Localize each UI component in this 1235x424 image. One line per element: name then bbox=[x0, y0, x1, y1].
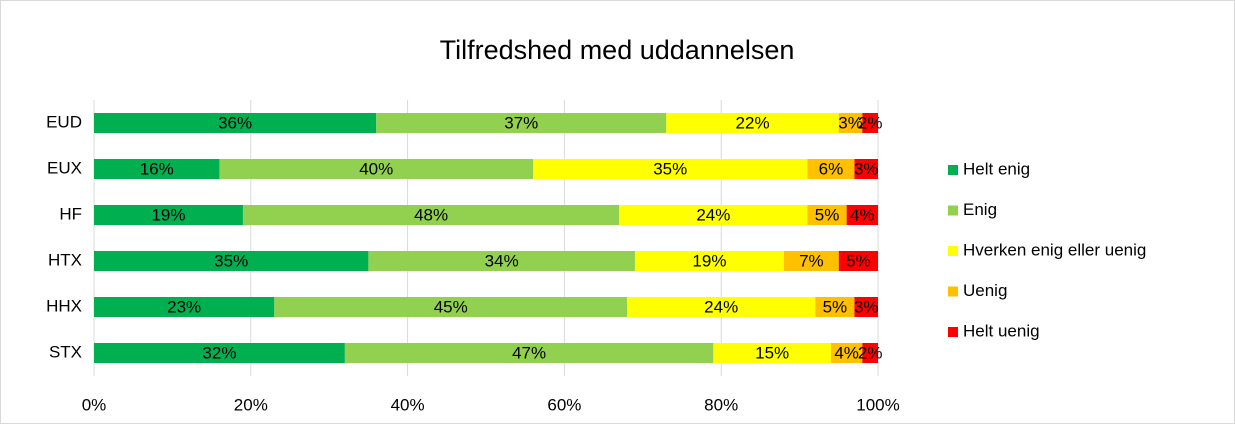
bar-segment bbox=[368, 251, 635, 271]
bar-segment bbox=[838, 251, 878, 271]
bar-segment bbox=[807, 159, 855, 179]
data-label: 5% bbox=[815, 205, 840, 224]
data-label: 36% bbox=[218, 113, 252, 132]
y-tick-label: EUX bbox=[47, 158, 82, 177]
bar-segment bbox=[830, 343, 863, 363]
data-label: 3% bbox=[854, 159, 879, 178]
data-label: 19% bbox=[692, 251, 726, 270]
legend-swatch bbox=[948, 165, 958, 175]
data-label: 22% bbox=[736, 113, 770, 132]
bar-segment bbox=[94, 113, 377, 133]
x-tick-label: 60% bbox=[547, 395, 581, 414]
bar-segment bbox=[94, 297, 275, 317]
data-label: 3% bbox=[854, 297, 879, 316]
data-label: 6% bbox=[819, 159, 844, 178]
bar-segment bbox=[219, 159, 534, 179]
y-tick-label: HHX bbox=[46, 296, 82, 315]
data-label: 5% bbox=[823, 297, 848, 316]
bar-segment bbox=[807, 205, 847, 225]
bar-segment bbox=[242, 205, 620, 225]
bar-segment bbox=[627, 297, 816, 317]
legend-label: Uenig bbox=[963, 281, 1007, 300]
data-label: 3% bbox=[838, 113, 863, 132]
x-tick-label: 40% bbox=[391, 395, 425, 414]
bar-segment bbox=[854, 159, 878, 179]
legend-swatch bbox=[948, 246, 958, 256]
data-label: 2% bbox=[858, 343, 883, 362]
bar-segment bbox=[94, 205, 243, 225]
bar-segment bbox=[666, 113, 839, 133]
legend-label: Hverken enig eller uenig bbox=[963, 240, 1146, 259]
y-tick-label: STX bbox=[49, 342, 82, 361]
data-label: 24% bbox=[696, 205, 730, 224]
bar-segment bbox=[783, 251, 839, 271]
bar-segment bbox=[274, 297, 628, 317]
x-tick-label: 100% bbox=[856, 395, 899, 414]
data-label: 37% bbox=[504, 113, 538, 132]
chart-title: Tilfredshed med uddannelsen bbox=[440, 35, 795, 65]
data-label: 7% bbox=[799, 251, 824, 270]
bar-segment bbox=[376, 113, 667, 133]
bar-segment bbox=[94, 251, 369, 271]
legend-swatch bbox=[948, 327, 958, 337]
bar-segment bbox=[854, 297, 878, 317]
bar-segment bbox=[862, 113, 878, 133]
bar-segment bbox=[344, 343, 714, 363]
legend-label: Helt uenig bbox=[963, 321, 1040, 340]
bar-segment bbox=[533, 159, 808, 179]
legend-swatch bbox=[948, 286, 958, 297]
bar-segment bbox=[815, 297, 855, 317]
data-label: 15% bbox=[755, 343, 789, 362]
data-label: 35% bbox=[214, 251, 248, 270]
data-label: 32% bbox=[202, 343, 236, 362]
data-label: 47% bbox=[512, 343, 546, 362]
bar-segment bbox=[862, 343, 878, 363]
data-label: 45% bbox=[434, 297, 468, 316]
y-tick-label: HTX bbox=[48, 250, 82, 269]
legend-label: Helt enig bbox=[963, 159, 1030, 178]
data-label: 34% bbox=[485, 251, 519, 270]
x-tick-label: 0% bbox=[82, 395, 107, 414]
x-tick-label: 20% bbox=[234, 395, 268, 414]
legend-label: Enig bbox=[963, 200, 997, 219]
data-label: 40% bbox=[359, 159, 393, 178]
data-label: 5% bbox=[846, 251, 871, 270]
data-label: 35% bbox=[653, 159, 687, 178]
bar-segment bbox=[846, 205, 878, 225]
x-tick-label: 80% bbox=[704, 395, 738, 414]
data-label: 23% bbox=[167, 297, 201, 316]
y-tick-label: EUD bbox=[46, 112, 82, 131]
data-label: 16% bbox=[140, 159, 174, 178]
y-tick-label: HF bbox=[59, 204, 82, 223]
data-label: 4% bbox=[850, 205, 875, 224]
data-label: 19% bbox=[151, 205, 185, 224]
legend-swatch bbox=[948, 205, 958, 216]
bar-segment bbox=[94, 159, 220, 179]
data-label: 24% bbox=[704, 297, 738, 316]
bar-segment bbox=[713, 343, 831, 363]
bar-segment bbox=[619, 205, 808, 225]
bar-segment bbox=[838, 113, 863, 133]
data-label: 2% bbox=[858, 113, 883, 132]
data-label: 4% bbox=[834, 343, 859, 362]
data-label: 48% bbox=[414, 205, 448, 224]
bar-segment bbox=[94, 343, 345, 363]
bar-segment bbox=[634, 251, 784, 271]
